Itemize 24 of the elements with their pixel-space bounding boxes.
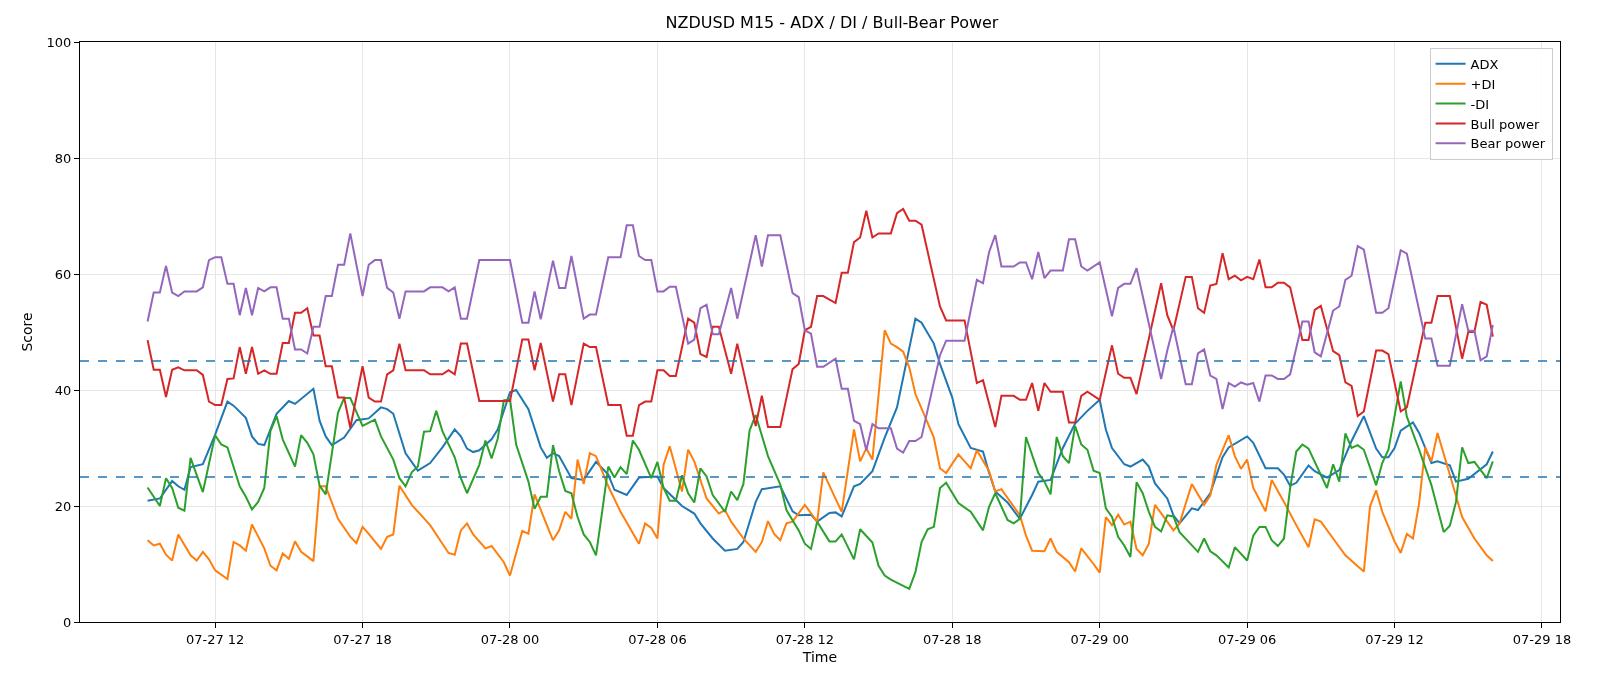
x-tick-label: 07-27 12 <box>185 631 245 647</box>
x-axis-title: Time <box>801 648 838 665</box>
x-tick-label: 07-28 06 <box>628 631 687 647</box>
y-tick-label: 100 <box>46 34 72 50</box>
y-tick-label: 0 <box>63 614 72 630</box>
legend-label: Bear power <box>1470 136 1546 152</box>
legend-label: +DI <box>1470 76 1496 92</box>
legend-label: ADX <box>1470 56 1499 72</box>
y-axis-title: Score <box>19 312 36 352</box>
x-tick-label: 07-27 18 <box>333 631 392 647</box>
x-tick-label: 07-29 00 <box>1070 631 1129 647</box>
chart-title: NZDUSD M15 - ADX / DI / Bull-Bear Power <box>665 13 999 33</box>
x-tick-label: 07-29 18 <box>1512 631 1572 647</box>
x-tick-label: 07-28 12 <box>775 631 835 647</box>
legend-label: Bull power <box>1470 116 1540 132</box>
y-tick-label: 80 <box>54 150 72 166</box>
y-tick-label: 60 <box>54 266 72 282</box>
x-tick-label: 07-29 06 <box>1217 631 1277 647</box>
y-tick-label: 20 <box>54 498 72 514</box>
legend-label: -DI <box>1470 96 1490 112</box>
x-tick-label: 07-28 00 <box>480 631 540 647</box>
x-tick-label: 07-29 12 <box>1365 631 1424 647</box>
x-tick-label: 07-28 18 <box>923 631 982 647</box>
y-tick-label: 40 <box>54 382 72 398</box>
